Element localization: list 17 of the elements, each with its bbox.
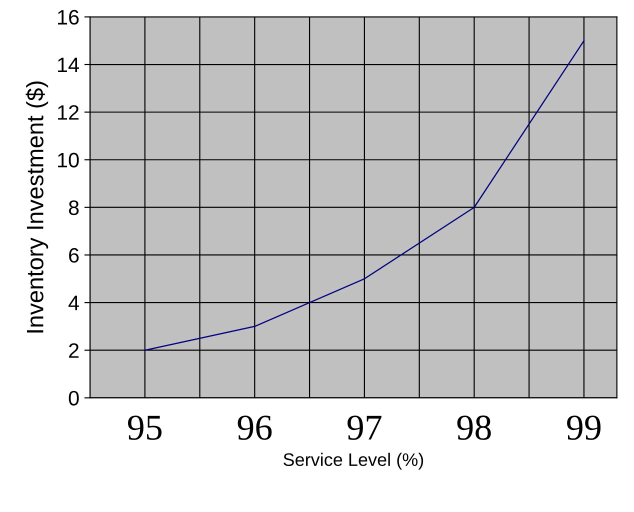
x-tick-label: 96 bbox=[238, 416, 272, 440]
x-axis-title: Service Level (%) bbox=[284, 452, 424, 470]
line-series bbox=[144, 40, 585, 351]
x-tick-label: 98 bbox=[457, 416, 491, 440]
x-tick-label: 99 bbox=[567, 416, 601, 440]
y-tick-label: 0 bbox=[68, 390, 79, 406]
y-tick-label: 10 bbox=[58, 152, 79, 168]
y-tick-label: 2 bbox=[69, 343, 79, 358]
y-tick-label: 14 bbox=[58, 58, 80, 72]
y-tick-label: 12 bbox=[58, 105, 79, 120]
y-axis-title: Inventory Investment ($) bbox=[26, 82, 48, 332]
y-tick-label: 6 bbox=[69, 248, 79, 263]
y-tick-label: 16 bbox=[58, 10, 79, 25]
y-tick-label: 4 bbox=[68, 296, 80, 310]
x-tick-label: 97 bbox=[348, 416, 382, 440]
x-tick-label: 95 bbox=[128, 416, 162, 440]
y-tick-label: 8 bbox=[68, 200, 79, 216]
